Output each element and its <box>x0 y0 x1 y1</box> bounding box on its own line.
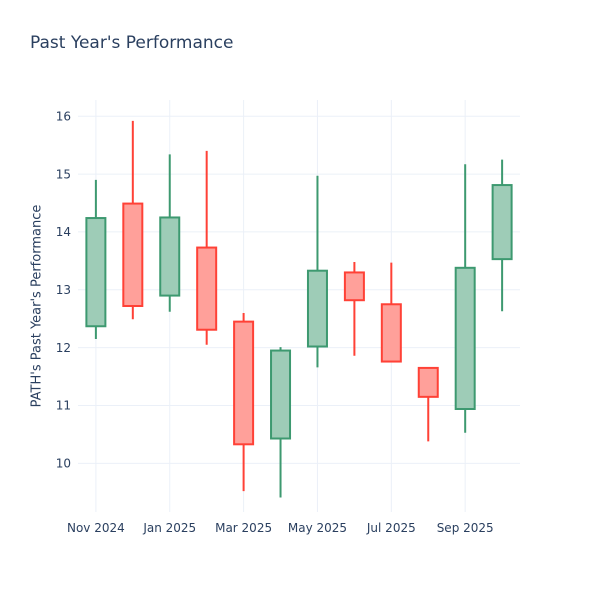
gridlines <box>78 100 520 512</box>
candlestick-jun-2025[interactable] <box>343 262 365 356</box>
candle-body <box>159 216 181 297</box>
candle-body <box>491 184 513 261</box>
candle-body <box>196 246 218 331</box>
y-tick-label: 11 <box>56 399 71 413</box>
x-tick-label: May 2025 <box>288 521 347 535</box>
candlestick-sep-2025[interactable] <box>454 164 476 433</box>
x-tick-label: Sep 2025 <box>437 521 494 535</box>
candle-body <box>417 366 439 398</box>
candlestick-feb-2025[interactable] <box>196 150 218 345</box>
chart-title: Past Year's Performance <box>30 33 234 53</box>
x-tick-label: Jul 2025 <box>366 521 416 535</box>
y-axis-tick-labels: 10 11 12 13 14 15 16 <box>56 109 71 470</box>
candlestick-jan-2025[interactable] <box>159 154 181 312</box>
y-tick-label: 12 <box>56 341 71 355</box>
candlestick-series <box>85 120 513 498</box>
y-tick-label: 14 <box>56 225 71 239</box>
candle-body <box>343 271 365 302</box>
y-tick-label: 13 <box>56 283 71 297</box>
candlestick-may-2025[interactable] <box>306 175 328 368</box>
x-tick-label: Mar 2025 <box>215 521 272 535</box>
candlestick-oct-2025[interactable] <box>491 159 513 312</box>
candlestick-jul-2025[interactable] <box>380 262 402 363</box>
x-tick-label: Jan 2025 <box>142 521 196 535</box>
candle-body <box>380 303 402 363</box>
x-axis-tick-labels: Nov 2024 Jan 2025 Mar 2025 May 2025 Jul 2025… <box>67 521 494 535</box>
candlestick-aug-2025[interactable] <box>417 366 439 442</box>
candlestick-mar-2025[interactable] <box>233 312 255 492</box>
candlestick-apr-2025[interactable] <box>270 347 292 498</box>
candle-body <box>85 217 107 328</box>
y-tick-label: 16 <box>56 109 71 123</box>
y-tick-label: 15 <box>56 167 71 181</box>
candlestick-dec-2024[interactable] <box>122 120 144 320</box>
candlestick-nov-2024[interactable] <box>85 179 107 339</box>
x-tick-label: Nov 2024 <box>67 521 125 535</box>
candle-body <box>270 349 292 440</box>
candle-body <box>122 202 144 308</box>
candle-body <box>233 320 255 446</box>
candle-body <box>306 269 328 348</box>
y-tick-label: 10 <box>56 457 71 471</box>
candle-body <box>454 266 476 410</box>
